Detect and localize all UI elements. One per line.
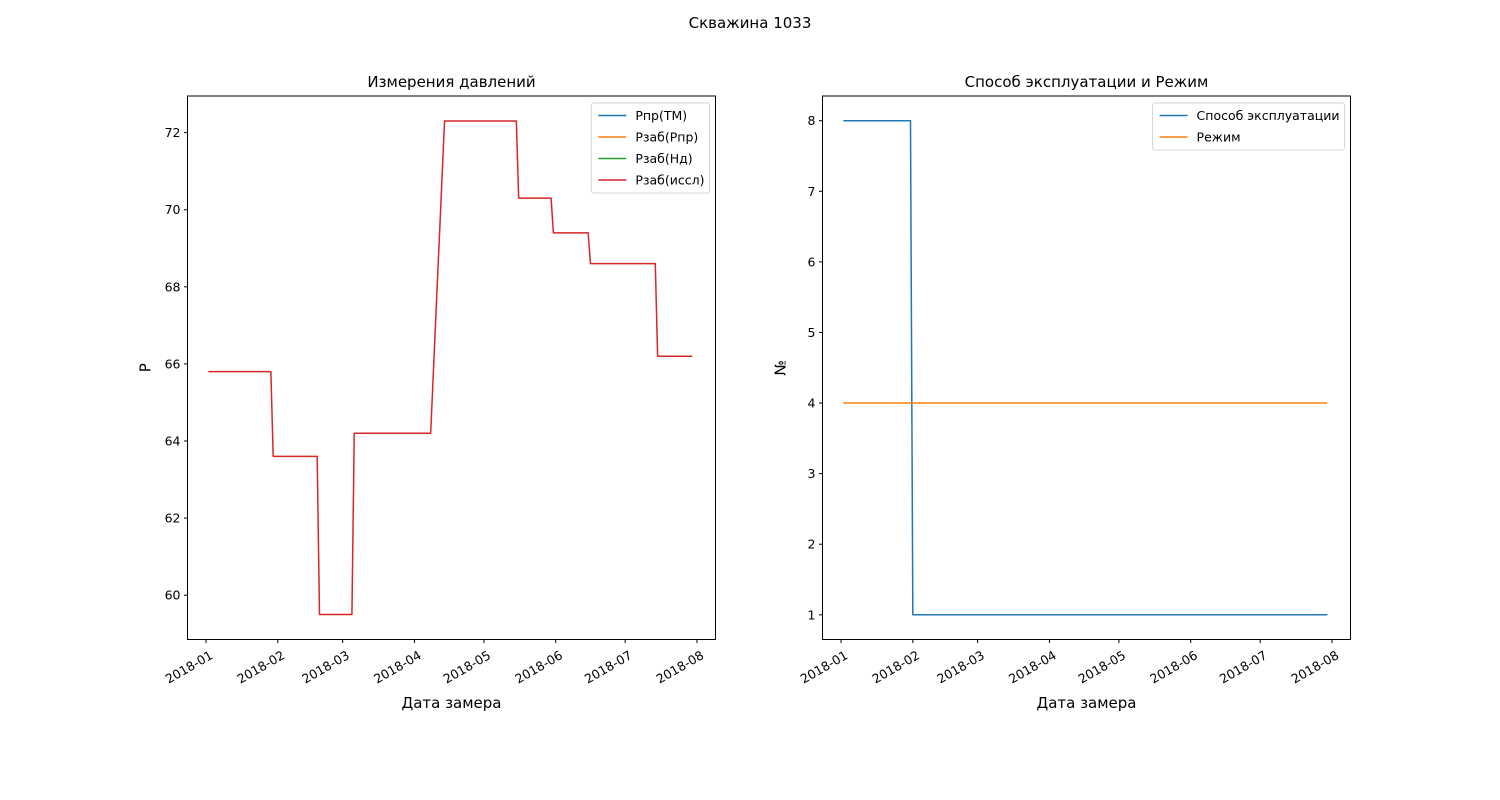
chart-2-y-tick-label-8: 8: [808, 113, 816, 128]
chart-1-y-tick-label-3: 64: [165, 433, 181, 448]
chart-2-legend-label-1: Способ эксплуатации: [1197, 108, 1340, 123]
chart-1-x-axis-label: Дата замера: [401, 694, 501, 712]
chart-1-series-line-4: [208, 120, 693, 616]
chart-1-legend: Рпр(ТМ) Рзаб(Рпр) Рзаб(Нд) Рзаб(иссл): [590, 102, 710, 194]
chart-1-y-tick-label-7: 72: [165, 125, 181, 140]
chart-1-legend-label-3: Рзаб(Нд): [635, 151, 692, 166]
chart-1-y-tick-label-1: 60: [165, 588, 181, 603]
chart-1-legend-box: [590, 102, 710, 194]
chart-1-title: Измерения давлений: [367, 73, 535, 91]
chart-2-plot-frame: [822, 95, 1351, 640]
chart-1-y-tick-label-4: 66: [165, 356, 181, 371]
chart-2-series-line-1: [843, 119, 1328, 616]
chart-1-legend-label-4: Рзаб(иссл): [635, 173, 704, 188]
chart-2-legend: Способ эксплуатации Режим: [1152, 102, 1345, 151]
chart-2-legend-label-2: Режим: [1197, 130, 1241, 145]
chart-1-plot-frame: [187, 95, 716, 640]
chart-2-title: Способ эксплуатации и Режим: [965, 73, 1209, 91]
chart-2-y-tick-label-3: 3: [808, 466, 816, 481]
chart-2-y-tick-label-6: 6: [808, 254, 816, 269]
figure-suptitle: Скважина 1033: [689, 14, 812, 32]
chart-1-y-tick-label-6: 70: [165, 202, 181, 217]
chart-2-y-tick-label-7: 7: [808, 184, 816, 199]
chart-2-y-tick-label-4: 4: [808, 396, 816, 411]
chart-2-x-axis-label: Дата замера: [1036, 694, 1136, 712]
chart-1-y-tick-label-5: 68: [165, 279, 181, 294]
chart-2-y-tick-label-5: 5: [808, 325, 816, 340]
chart-2-y-axis-label: №: [772, 360, 790, 376]
chart-2-y-tick-label-1: 1: [808, 607, 816, 622]
chart-1-y-tick-label-2: 62: [165, 511, 181, 526]
chart-1-legend-label-1: Рпр(ТМ): [635, 108, 687, 123]
chart-1-y-axis-label: P: [137, 363, 155, 372]
chart-1-legend-label-2: Рзаб(Рпр): [635, 130, 698, 145]
chart-2-y-tick-label-2: 2: [808, 537, 816, 552]
chart-2-legend-box: [1152, 102, 1345, 151]
